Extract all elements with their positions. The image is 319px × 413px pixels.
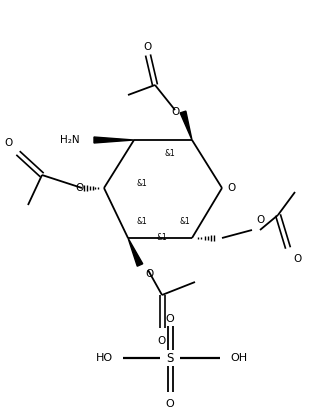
Text: O: O [293,254,301,264]
Text: O: O [166,399,174,409]
Text: O: O [158,336,166,346]
Text: &1: &1 [137,218,147,226]
Text: O: O [5,138,13,148]
Text: HO: HO [96,353,113,363]
Text: &1: &1 [165,149,175,157]
Polygon shape [94,137,134,143]
Polygon shape [128,238,143,266]
Text: O: O [145,269,153,279]
Text: O: O [172,107,180,117]
Text: H₂N: H₂N [60,135,80,145]
Text: O: O [256,215,264,225]
Text: S: S [166,351,174,365]
Text: &1: &1 [157,233,167,242]
Text: &1: &1 [137,178,147,188]
Polygon shape [180,111,192,140]
Text: &1: &1 [180,218,190,226]
Text: O: O [76,183,84,193]
Text: O: O [166,314,174,324]
Text: O: O [227,183,235,193]
Text: OH: OH [230,353,247,363]
Text: O: O [144,42,152,52]
